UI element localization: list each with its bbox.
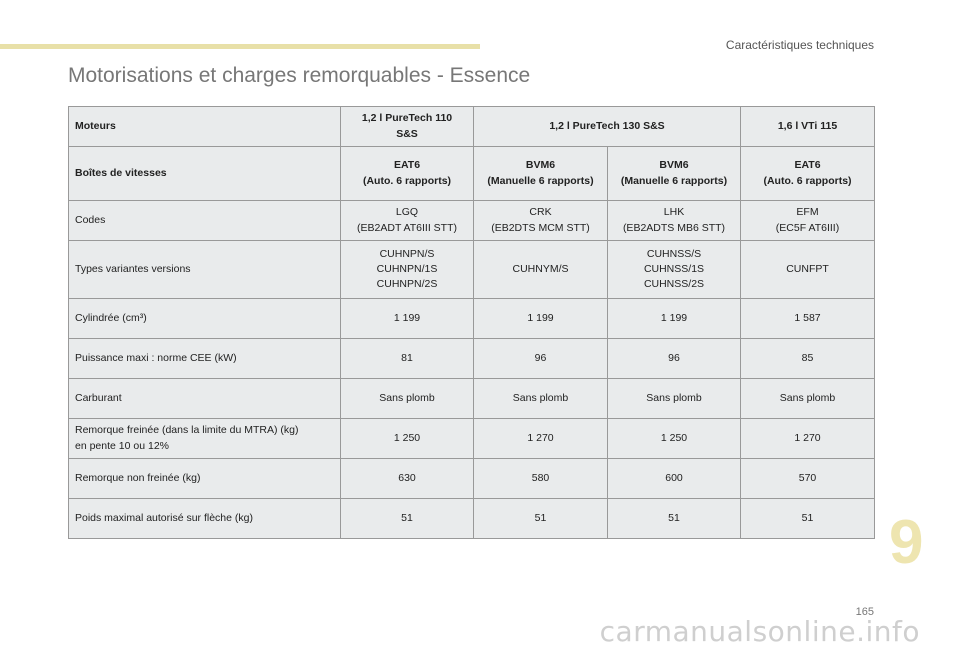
table-cell: 1 199 — [607, 298, 741, 339]
table-cell: EAT6 (Auto. 6 rapports) — [740, 146, 875, 201]
table-cell: BVM6 (Manuelle 6 rapports) — [607, 146, 741, 201]
page-number: 165 — [855, 606, 874, 618]
row-label: Codes — [68, 200, 341, 241]
table-cell: CUHNPN/S CUHNPN/1S CUHNPN/2S — [340, 240, 474, 299]
table-cell: 51 — [340, 498, 474, 539]
chapter-number: 9 — [889, 508, 924, 577]
table-cell: 1 199 — [340, 298, 474, 339]
table-cell: CUHNSS/S CUHNSS/1S CUHNSS/2S — [607, 240, 741, 299]
table-cell: EFM (EC5F AT6III) — [740, 200, 875, 241]
row-label: Remorque non freinée (kg) — [68, 458, 341, 499]
page-title: Motorisations et charges remorquables - … — [68, 64, 531, 87]
table-cell: Sans plomb — [740, 378, 875, 419]
table-cell: CRK (EB2DTS MCM STT) — [473, 200, 608, 241]
table-cell: 1,2 l PureTech 130 S&S — [473, 106, 741, 147]
row-label: Remorque freinée (dans la limite du MTRA… — [68, 418, 341, 459]
table-cell: 1 250 — [607, 418, 741, 459]
table-cell: 1 587 — [740, 298, 875, 339]
table-cell: 1,6 l VTi 115 — [740, 106, 875, 147]
table-cell: 51 — [473, 498, 608, 539]
row-label: Poids maximal autorisé sur flèche (kg) — [68, 498, 341, 539]
table-row-codes: Codes LGQ (EB2ADT AT6III STT) CRK (EB2DT… — [68, 200, 875, 241]
table-cell: BVM6 (Manuelle 6 rapports) — [473, 146, 608, 201]
table-row-remorque-non-freinee: Remorque non freinée (kg) 630 580 600 57… — [68, 458, 875, 499]
table-cell: 630 — [340, 458, 474, 499]
table-cell: LHK (EB2ADTS MB6 STT) — [607, 200, 741, 241]
section-title: Caractéristiques techniques — [725, 38, 874, 52]
table-cell: CUNFPT — [740, 240, 875, 299]
row-label: Boîtes de vitesses — [68, 146, 341, 201]
table-cell: 1 270 — [473, 418, 608, 459]
table-cell: 1,2 l PureTech 110 S&S — [340, 106, 474, 147]
header-accent-bar — [0, 44, 480, 49]
table-cell: 51 — [740, 498, 875, 539]
table-cell: 570 — [740, 458, 875, 499]
table-cell: 51 — [607, 498, 741, 539]
table-row-moteurs: Moteurs 1,2 l PureTech 110 S&S 1,2 l Pur… — [68, 106, 875, 147]
table-cell: Sans plomb — [607, 378, 741, 419]
table-cell: 600 — [607, 458, 741, 499]
table-cell: EAT6 (Auto. 6 rapports) — [340, 146, 474, 201]
table-row-remorque-freinee: Remorque freinée (dans la limite du MTRA… — [68, 418, 875, 459]
table-cell: 81 — [340, 338, 474, 379]
table-row-types: Types variantes versions CUHNPN/S CUHNPN… — [68, 240, 875, 299]
table-cell: LGQ (EB2ADT AT6III STT) — [340, 200, 474, 241]
table-row-carburant: Carburant Sans plomb Sans plomb Sans plo… — [68, 378, 875, 419]
table-row-boites: Boîtes de vitesses EAT6 (Auto. 6 rapport… — [68, 146, 875, 201]
table-cell: CUHNYM/S — [473, 240, 608, 299]
row-label: Types variantes versions — [68, 240, 341, 299]
row-label: Puissance maxi : norme CEE (kW) — [68, 338, 341, 379]
table-row-cylindree: Cylindrée (cm³) 1 199 1 199 1 199 1 587 — [68, 298, 875, 339]
table-cell: 96 — [607, 338, 741, 379]
row-label: Carburant — [68, 378, 341, 419]
engine-specs-table: Moteurs 1,2 l PureTech 110 S&S 1,2 l Pur… — [68, 106, 875, 539]
row-label: Cylindrée (cm³) — [68, 298, 341, 339]
watermark: carmanualsonline.info — [599, 615, 920, 648]
table-cell: 1 270 — [740, 418, 875, 459]
table-row-puissance: Puissance maxi : norme CEE (kW) 81 96 96… — [68, 338, 875, 379]
table-row-poids-fleche: Poids maximal autorisé sur flèche (kg) 5… — [68, 498, 875, 539]
table-cell: Sans plomb — [473, 378, 608, 419]
table-cell: 96 — [473, 338, 608, 379]
table-cell: 1 199 — [473, 298, 608, 339]
table-cell: 85 — [740, 338, 875, 379]
table-cell: 580 — [473, 458, 608, 499]
table-cell: Sans plomb — [340, 378, 474, 419]
row-label: Moteurs — [68, 106, 341, 147]
table-cell: 1 250 — [340, 418, 474, 459]
